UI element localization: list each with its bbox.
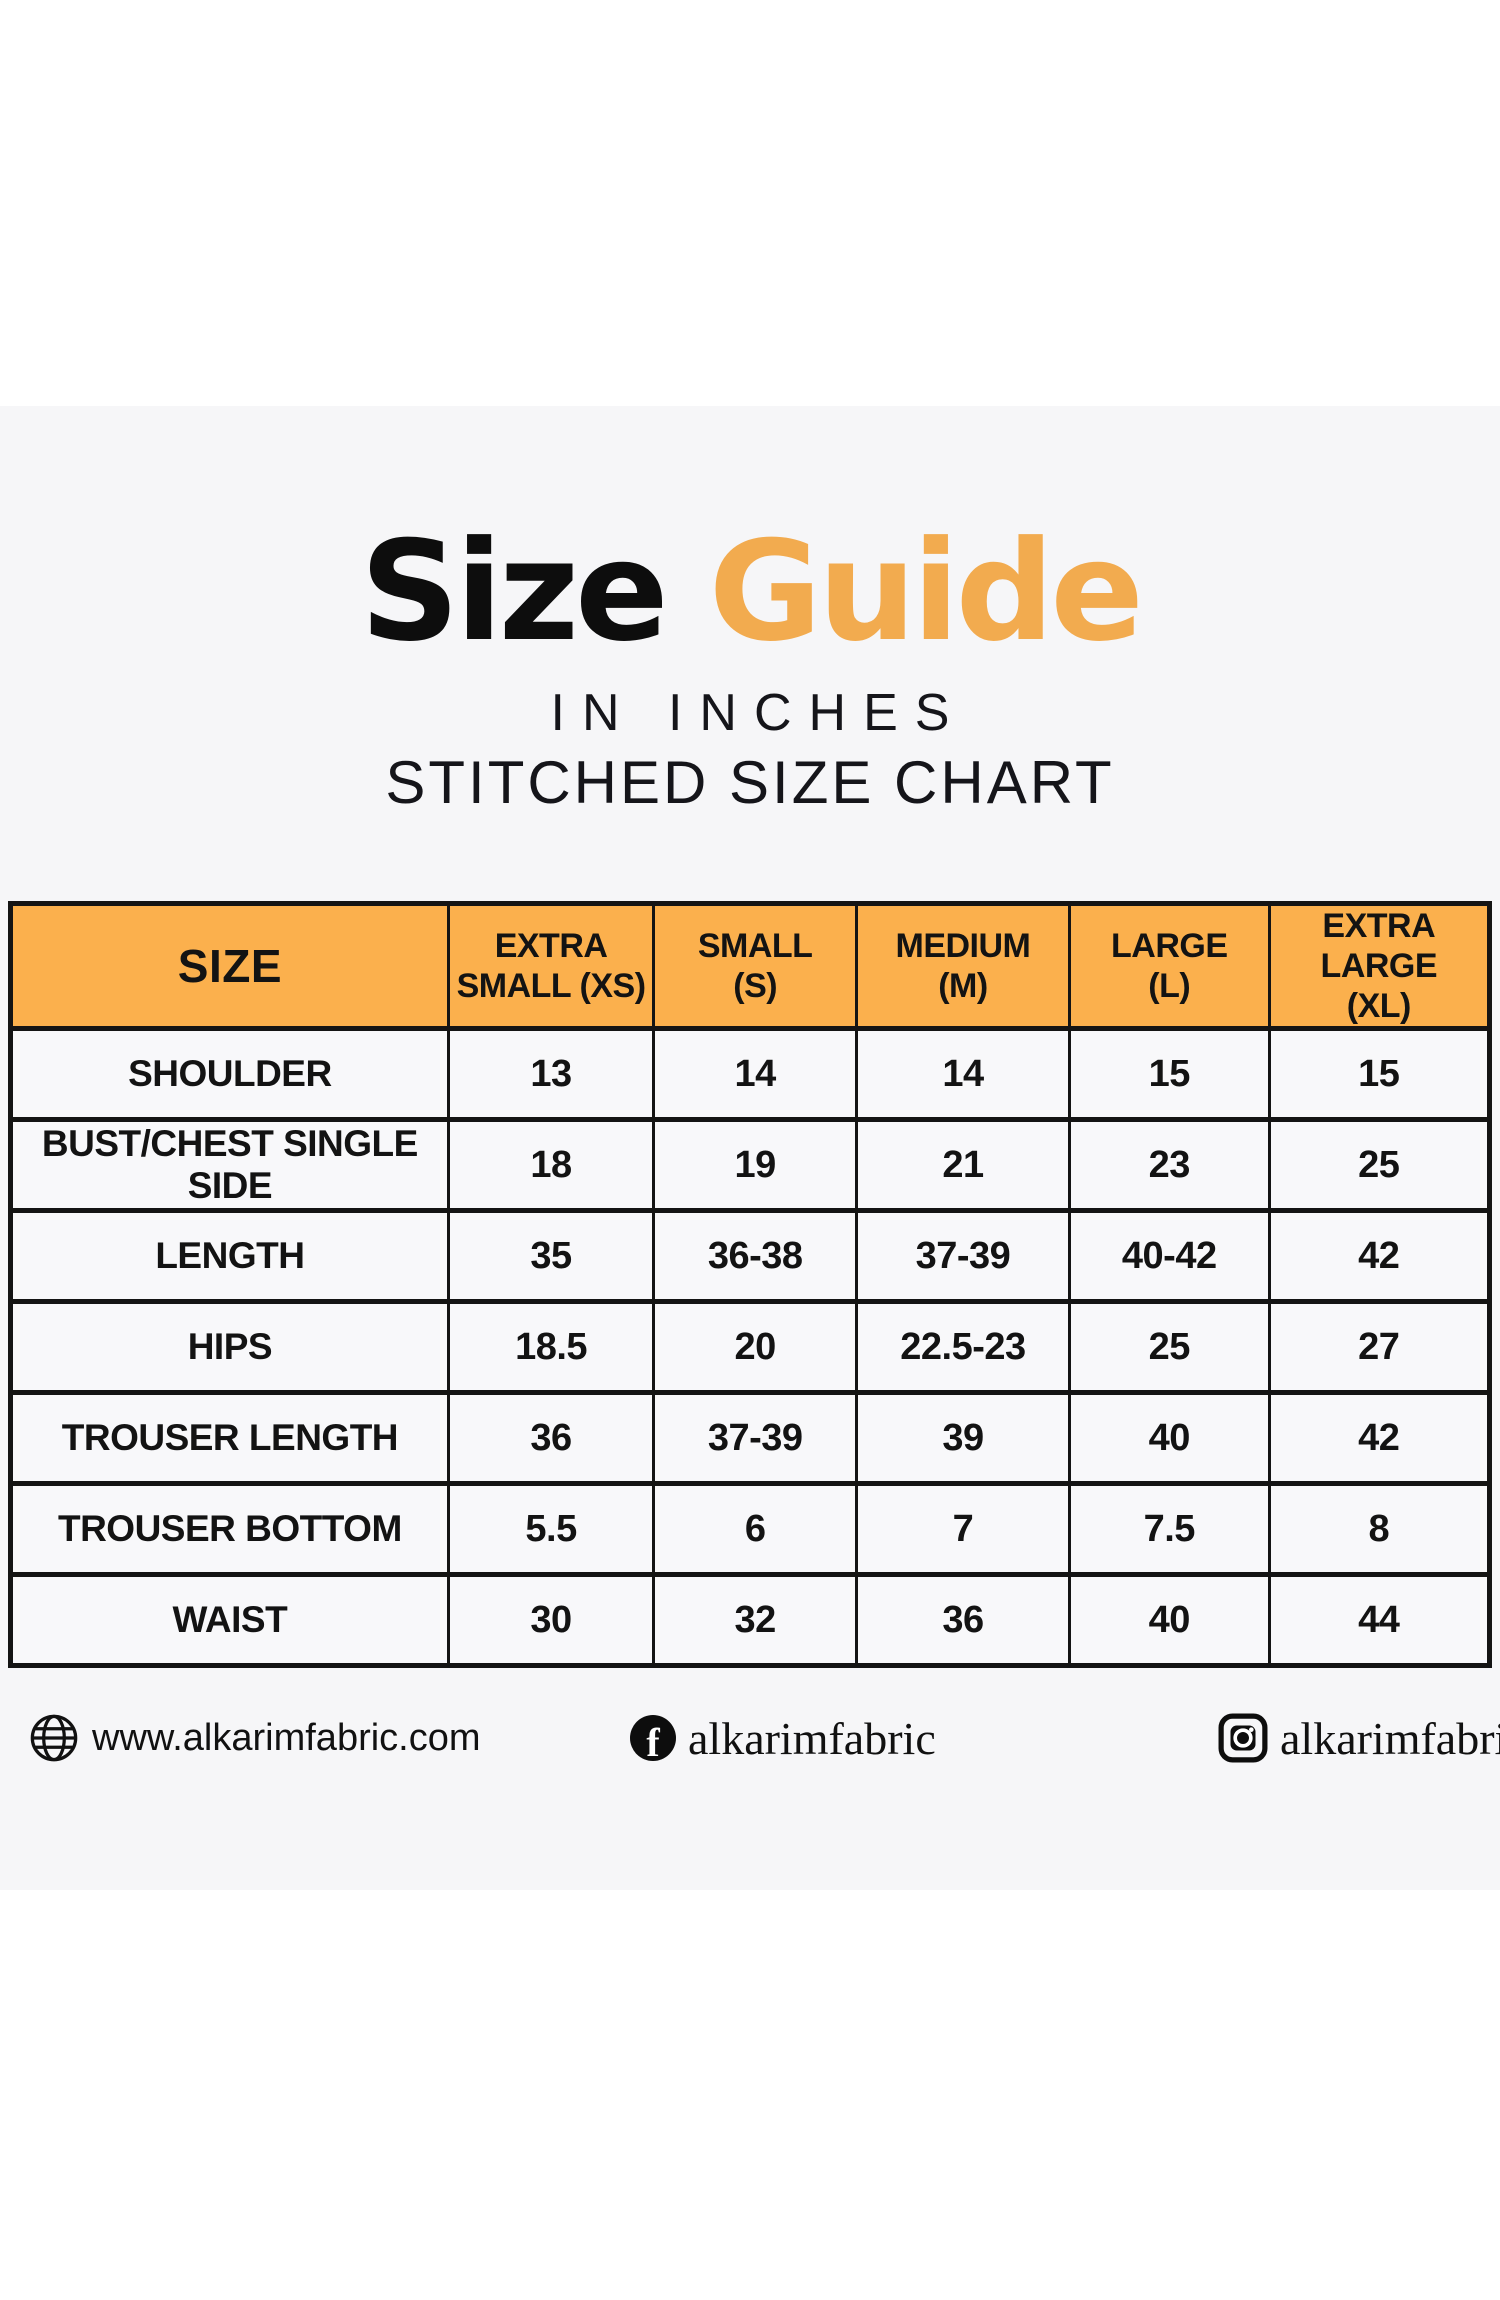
footer-item-website: www.alkarimfabric.com <box>28 1706 481 1770</box>
table-row-trouser-length: TROUSER LENGTH 36 37-39 39 40 42 <box>9 1390 1492 1487</box>
cell-value: 14 <box>854 1026 1071 1123</box>
header-label-line2: (L) <box>1148 967 1191 1006</box>
cell-value: 20 <box>652 1299 858 1396</box>
row-label: HIPS <box>9 1299 450 1396</box>
cell-value: 40 <box>1067 1390 1271 1487</box>
row-label: SHOULDER <box>9 1026 450 1123</box>
header-label-line2: (M) <box>938 967 988 1006</box>
cell-value: 36 <box>854 1572 1071 1669</box>
header-label-line1: SMALL <box>697 927 813 966</box>
cell-value: 18 <box>446 1117 656 1214</box>
cell-value: 36-38 <box>652 1208 858 1305</box>
cell-value: 30 <box>446 1572 656 1669</box>
header-label-line2: (XL) <box>1346 987 1412 1026</box>
cell-value: 37-39 <box>652 1390 858 1487</box>
cell-value: 15 <box>1067 1026 1271 1123</box>
header-label-line1: EXTRA LARGE <box>1320 907 1438 986</box>
header-label-line1: EXTRA <box>494 927 608 966</box>
header-cell-extra-large: EXTRA LARGE (XL) <box>1267 900 1492 1032</box>
table-row-waist: WAIST 30 32 36 40 44 <box>9 1572 1492 1669</box>
footer-item-facebook: f alkarimfabric <box>630 1706 936 1770</box>
cell-value: 37-39 <box>854 1208 1071 1305</box>
cell-value: 42 <box>1267 1390 1492 1487</box>
cell-value: 8 <box>1267 1481 1492 1578</box>
cell-value: 21 <box>854 1117 1071 1214</box>
title-word-size: Size <box>360 511 669 672</box>
cell-value: 27 <box>1267 1299 1492 1396</box>
table-row-trouser-bottom: TROUSER BOTTOM 5.5 6 7 7.5 8 <box>9 1481 1492 1578</box>
row-label: WAIST <box>9 1572 450 1669</box>
cell-value: 14 <box>652 1026 858 1123</box>
subtitle-in-inches: IN INCHES <box>550 683 967 742</box>
cell-value: 39 <box>854 1390 1071 1487</box>
header-cell-large: LARGE (L) <box>1067 900 1271 1032</box>
row-label: BUST/CHEST SINGLE SIDE <box>9 1117 450 1214</box>
header-label-line2: SMALL (XS) <box>456 967 646 1006</box>
footer-item-instagram: alkarimfabrics <box>1218 1706 1500 1770</box>
cell-value: 5.5 <box>446 1481 656 1578</box>
facebook-handle: alkarimfabric <box>688 1712 936 1764</box>
page-title: Size Guide <box>0 519 1500 665</box>
facebook-icon: f <box>630 1715 676 1761</box>
cell-value: 6 <box>652 1481 858 1578</box>
cell-value: 19 <box>652 1117 858 1214</box>
row-label: TROUSER BOTTOM <box>9 1481 450 1578</box>
row-label: TROUSER LENGTH <box>9 1390 450 1487</box>
website-url: www.alkarimfabric.com <box>92 1716 481 1759</box>
table-row-length: LENGTH 35 36-38 37-39 40-42 42 <box>9 1208 1492 1305</box>
footer-social-bar: www.alkarimfabric.com f alkarimfabric al… <box>0 1706 1500 1770</box>
globe-icon <box>28 1712 80 1764</box>
cell-value: 7 <box>854 1481 1071 1578</box>
facebook-letter: f <box>646 1719 660 1762</box>
subtitle-stitched-size-chart: STITCHED SIZE CHART <box>385 748 1115 816</box>
cell-value: 13 <box>446 1026 656 1123</box>
cell-value: 40 <box>1067 1572 1271 1669</box>
title-word-guide: Guide <box>708 511 1144 672</box>
header-label-line1: LARGE <box>1111 927 1228 966</box>
cell-value: 18.5 <box>446 1299 656 1396</box>
header-cell-small: SMALL (S) <box>652 900 858 1032</box>
cell-value: 42 <box>1267 1208 1492 1305</box>
table-row-hips: HIPS 18.5 20 22.5-23 25 27 <box>9 1299 1492 1396</box>
table-row-shoulder: SHOULDER 13 14 14 15 15 <box>9 1026 1492 1123</box>
cell-value: 15 <box>1267 1026 1492 1123</box>
cell-value: 7.5 <box>1067 1481 1271 1578</box>
table-row-bust-chest: BUST/CHEST SINGLE SIDE 18 19 21 23 25 <box>9 1117 1492 1214</box>
cell-value: 36 <box>446 1390 656 1487</box>
header-cell-medium: MEDIUM (M) <box>854 900 1071 1032</box>
cell-value: 35 <box>446 1208 656 1305</box>
header-cell-size: SIZE <box>9 900 450 1032</box>
cell-value: 44 <box>1267 1572 1492 1669</box>
header-cell-extra-small: EXTRA SMALL (XS) <box>446 900 656 1032</box>
cell-value: 32 <box>652 1572 858 1669</box>
header-label: SIZE <box>177 940 283 993</box>
instagram-icon <box>1218 1713 1268 1763</box>
cell-value: 22.5-23 <box>854 1299 1071 1396</box>
cell-value: 23 <box>1067 1117 1271 1214</box>
row-label: LENGTH <box>9 1208 450 1305</box>
title-block: Size Guide IN INCHES STITCHED SIZE CHART <box>0 519 1500 816</box>
table-header-row: SIZE EXTRA SMALL (XS) SMALL (S) MEDIUM (… <box>9 900 1492 1032</box>
header-label-line2: (S) <box>733 967 778 1006</box>
instagram-handle: alkarimfabrics <box>1280 1712 1500 1764</box>
cell-value: 25 <box>1067 1299 1271 1396</box>
header-label-line1: MEDIUM <box>895 927 1031 966</box>
cell-value: 25 <box>1267 1117 1492 1214</box>
cell-value: 40-42 <box>1067 1208 1271 1305</box>
size-chart-table: SIZE EXTRA SMALL (XS) SMALL (S) MEDIUM (… <box>8 900 1492 1669</box>
